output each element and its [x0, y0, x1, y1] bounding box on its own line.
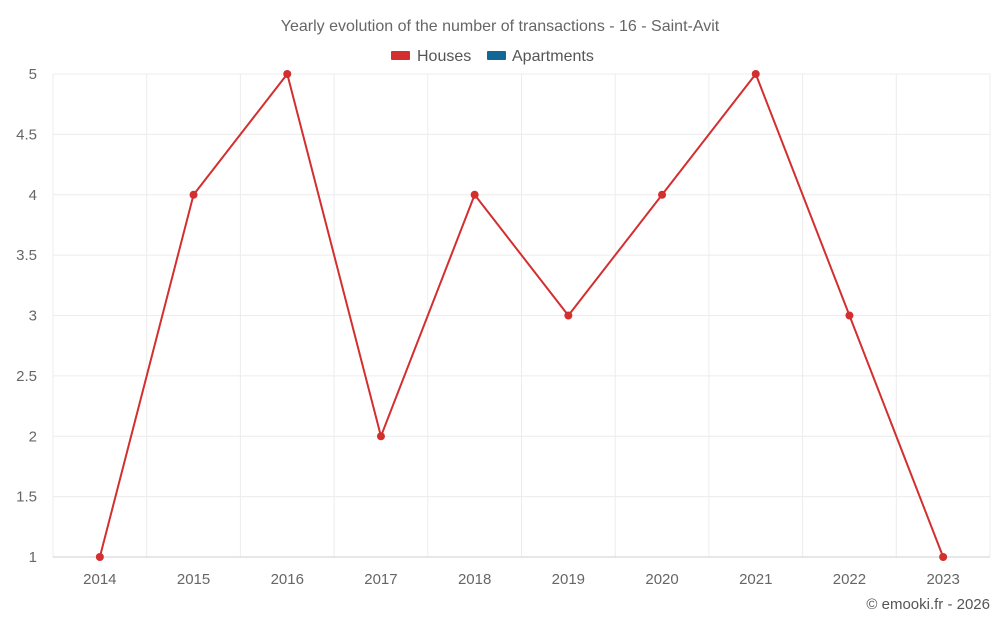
- axes: 1 1.5 2 2.5 3 3.5 4 4.5 5 2014 2015 2016 2017 2018 201…: [16, 66, 960, 588]
- points-layer: [95, 70, 948, 561]
- legend-swatch-houses: [391, 51, 410, 60]
- data-point-houses-2020[interactable]: [658, 190, 667, 199]
- x-tick-label: 2017: [364, 571, 397, 588]
- y-tick-label: 2.5: [16, 368, 37, 385]
- x-tick-label: 2021: [739, 571, 772, 588]
- series-layer: [98, 73, 945, 558]
- y-tick-label: 2: [29, 428, 37, 445]
- y-tick-label: 4: [29, 187, 37, 204]
- x-tick-label: 2018: [458, 571, 491, 588]
- legend-item-houses[interactable]: Houses: [391, 48, 471, 65]
- data-point-houses-2019[interactable]: [564, 311, 573, 320]
- x-tick-label: 2019: [552, 571, 585, 588]
- y-tick-label: 3: [29, 308, 37, 325]
- y-tick-label: 3.5: [16, 247, 37, 264]
- x-tick-label: 2014: [83, 571, 116, 588]
- legend-item-apartments[interactable]: Apartments: [487, 48, 594, 65]
- data-point-houses-2018[interactable]: [470, 190, 479, 199]
- series-line-houses[interactable]: [98, 73, 945, 558]
- data-point-houses-2014[interactable]: [95, 553, 104, 561]
- y-tick-label: 5: [29, 66, 37, 83]
- legend: Houses Apartments: [391, 48, 594, 65]
- credit-text: © emooki.fr - 2026: [866, 596, 990, 613]
- legend-swatch-apartments: [487, 51, 506, 60]
- data-point-houses-2015[interactable]: [189, 190, 198, 199]
- x-tick-label: 2015: [177, 571, 210, 588]
- x-tick-label: 2016: [271, 571, 304, 588]
- y-tick-label: 1.5: [16, 489, 37, 506]
- data-point-houses-2022[interactable]: [845, 311, 854, 320]
- data-point-houses-2017[interactable]: [376, 432, 385, 441]
- x-tick-label: 2023: [926, 571, 959, 588]
- data-point-houses-2021[interactable]: [751, 70, 760, 78]
- legend-label-apartments: Apartments: [512, 48, 594, 65]
- y-tick-label: 4.5: [16, 126, 37, 143]
- chart-title: Yearly evolution of the number of transa…: [281, 18, 720, 35]
- x-tick-label: 2020: [645, 571, 678, 588]
- x-tick-label: 2022: [833, 571, 866, 588]
- legend-label-houses: Houses: [417, 48, 471, 65]
- y-tick-label: 1: [29, 549, 37, 566]
- data-point-houses-2023[interactable]: [939, 553, 948, 561]
- data-point-houses-2016[interactable]: [283, 70, 292, 78]
